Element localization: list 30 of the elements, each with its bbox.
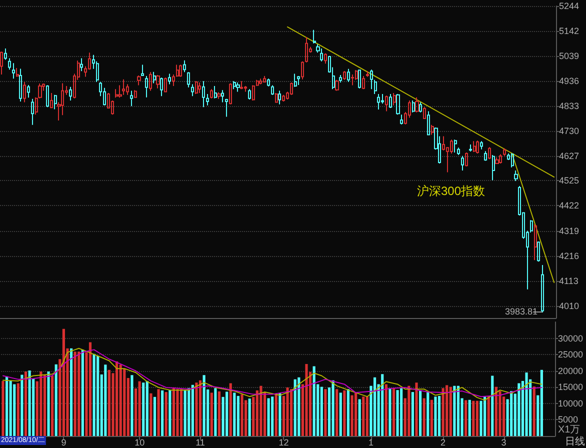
y-tick-label: 4216 — [559, 250, 580, 261]
text: 日线 — [565, 436, 585, 448]
y-tick-label: 4010 — [559, 300, 580, 311]
y-tick-label: 4936 — [559, 76, 580, 86]
y-tick-label: 4525 — [559, 176, 580, 186]
y-tick-label: 4627 — [559, 150, 580, 161]
y-tick-label: 4422 — [559, 200, 580, 211]
x-tick-label: 1 — [368, 438, 374, 448]
x-tick-label: 9 — [61, 438, 66, 448]
y-tick-label: 4319 — [559, 226, 580, 236]
text: X1万 — [558, 424, 580, 436]
y-tick-label: 25000 — [558, 350, 584, 360]
y-tick-label: 30000 — [558, 333, 584, 344]
x-tick-label: 11 — [196, 438, 205, 448]
x-tick-label: 3 — [501, 438, 506, 448]
y-tick-label: 10000 — [558, 398, 584, 408]
y-tick-label: 5039 — [559, 50, 580, 61]
y-tick-label: 5000 — [558, 414, 578, 425]
x-tick-label: 10 — [134, 438, 145, 448]
y-tick-label: 15000 — [558, 382, 584, 392]
x-tick-label: 2 — [440, 438, 446, 448]
y-tick-label: 4730 — [559, 126, 580, 136]
y-tick-label: 20000 — [558, 366, 584, 376]
annotation: 3983.81 — [505, 306, 538, 316]
y-tick-label: 5244 — [559, 1, 580, 11]
y-tick-label: 4113 — [559, 276, 578, 286]
annotation: 沪深300指数 — [417, 184, 486, 198]
x-tick-label: 12 — [278, 438, 289, 448]
y-tick-label: 5142 — [559, 26, 580, 36]
y-tick-label: 4833 — [559, 100, 580, 111]
